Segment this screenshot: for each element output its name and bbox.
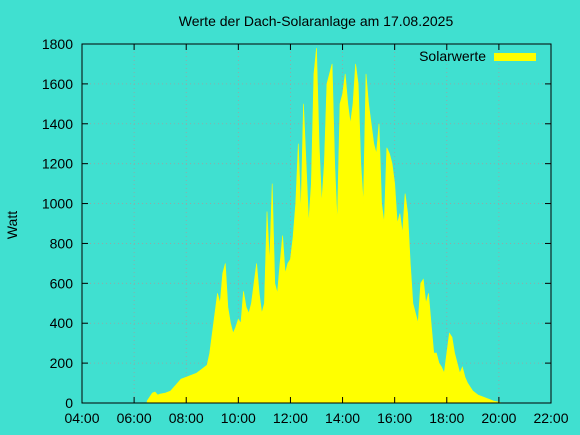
series-area-solarwerte — [146, 47, 502, 404]
x-tick-label: 10:00 — [221, 410, 256, 426]
x-tick-label: 20:00 — [481, 410, 516, 426]
legend: Solarwerte — [419, 48, 536, 64]
x-tick-label: 04:00 — [64, 410, 99, 426]
x-tick-label: 14:00 — [325, 410, 360, 426]
legend-label: Solarwerte — [419, 48, 486, 64]
series-area-layer — [146, 47, 502, 404]
axis-ticks: 0 200 400 600 800 1000 1200 1400 1600 1800 04:00 06… — [42, 36, 569, 426]
y-tick-label: 200 — [50, 355, 74, 371]
y-tick-label: 400 — [50, 315, 74, 331]
y-tick-label: 1800 — [42, 36, 73, 52]
x-tick-label: 22:00 — [533, 410, 568, 426]
x-tick-label: 12:00 — [273, 410, 308, 426]
legend-swatch — [494, 53, 536, 61]
y-tick-label: 1600 — [42, 76, 73, 92]
y-tick-label: 1400 — [42, 116, 73, 132]
x-tick-label: 16:00 — [377, 410, 412, 426]
chart-title: Werte der Dach-Solaranlage am 17.08.2025 — [179, 13, 454, 29]
y-tick-label: 0 — [65, 395, 73, 411]
y-axis-label: Watt — [4, 211, 20, 239]
y-tick-label: 1200 — [42, 156, 73, 172]
y-tick-label: 800 — [50, 235, 74, 251]
x-tick-label: 06:00 — [117, 410, 152, 426]
plot-frame — [81, 43, 552, 404]
x-tick-label: 08:00 — [169, 410, 204, 426]
y-tick-label: 600 — [50, 275, 74, 291]
y-tick-label: 1000 — [42, 196, 73, 212]
x-tick-label: 18:00 — [429, 410, 464, 426]
